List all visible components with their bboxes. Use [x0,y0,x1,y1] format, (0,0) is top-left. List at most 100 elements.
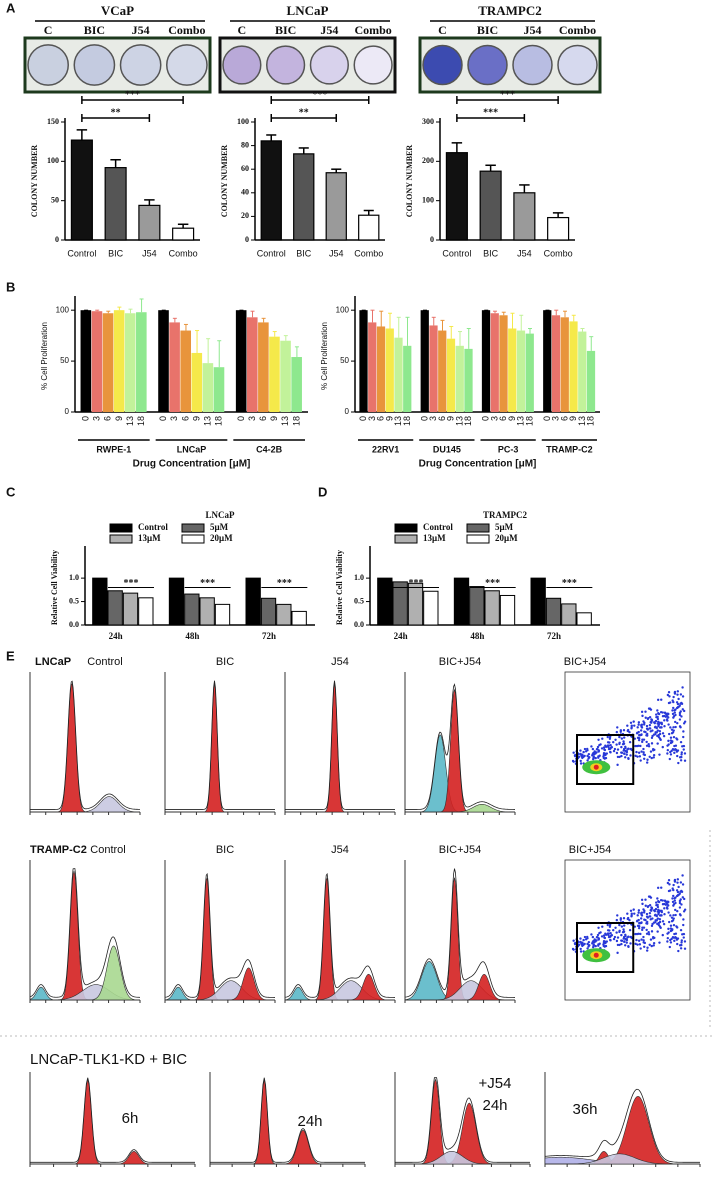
scatter-dot [638,737,641,740]
x-tick-label: 0 [481,416,491,421]
scatter-dot [595,936,599,939]
y-tick-label: 80 [241,140,249,149]
scatter-dot [681,933,684,936]
scatter-dot [677,697,680,701]
scatter-dot [678,899,682,903]
scatter-dot [678,944,682,947]
bar [376,326,386,412]
scatter-dot [597,926,600,929]
scatter-dot [580,755,584,758]
scatter-dot [597,750,600,753]
scatter-dot [672,735,676,739]
scatter-dot [658,753,661,756]
scatter-dot [679,928,683,932]
x-tick-label: Combo [544,248,573,258]
scatter-dot [650,930,654,933]
panel-title: BIC+J54 [564,656,607,668]
scatter-dot [671,709,674,712]
bar [168,577,185,626]
scatter-dot [613,747,617,751]
well-label: C [438,23,447,37]
x-tick-label: 18 [463,416,473,426]
scatter-dot [676,890,680,894]
scatter-dot [635,744,639,748]
scatter-dot [667,920,671,924]
scatter-dot [659,738,662,742]
scatter-dot [655,731,658,734]
scatter-dot [572,760,575,763]
scatter-dot [636,726,639,729]
scatter-dot [648,707,652,710]
scatter-dot [672,726,675,729]
x-tick-label: 0 [419,416,429,421]
scatter-dot [656,903,659,907]
bar [104,167,127,241]
scatter-dot [665,718,669,721]
scatter-dot [647,717,650,720]
scatter-dot [641,928,644,932]
scatter-dot [658,729,662,733]
x-tick-label: 13 [203,416,213,426]
x-tick-label: Control [67,248,96,258]
hist-peak [30,1151,195,1165]
scatter-dot [648,915,651,918]
bar [80,310,92,412]
scatter-dot [601,925,604,928]
well [557,44,598,86]
scatter-dot [648,903,652,907]
gate [576,734,635,785]
x-tick-label: 3 [247,416,257,421]
row-label: LNCaP-TLK1-KD + BIC [30,1051,187,1068]
y-tick-label: 0 [430,235,434,244]
bar [280,340,291,412]
bar [70,139,93,241]
scatter-dot [592,756,595,760]
scatter-dot [603,752,607,755]
scatter-dot [668,945,672,949]
x-tick-label: J54 [517,248,532,258]
scatter-dot [655,713,658,716]
scatter-dot [671,887,674,890]
bar [445,152,468,241]
sig-label: *** [409,578,424,589]
bar [122,592,139,626]
scatter-dot [615,751,619,755]
scatter-dot [616,726,619,729]
scatter-dot [618,930,621,934]
hist-outline [285,680,395,810]
hist-peak [545,1153,700,1165]
scatter-dot [660,721,663,725]
scatter-dot [645,932,649,936]
bar [490,313,499,412]
scatter-dot [644,730,647,734]
scatter-dot [669,726,672,729]
scatter-dot [640,723,643,727]
legend-label: Control [138,522,168,532]
well-label: BIC [275,23,296,37]
scatter-dot [672,914,675,917]
scatter-dot [649,750,653,753]
scatter-dot [672,706,675,710]
scatter-dot [658,726,662,729]
sig-label: *** [483,107,498,118]
y-tick-label: 0 [55,235,59,244]
sig-label: ** [299,107,309,118]
scatter-dot [657,722,660,725]
x-tick-label: Combo [169,248,198,258]
panel-label: E [6,648,15,663]
bar [547,216,570,241]
bar [158,310,169,412]
panel-title: +J54 [479,1075,512,1092]
scatter-dot [665,906,669,909]
scatter-dot [672,894,675,898]
scatter-dot [636,755,639,758]
scatter-dot [656,717,660,721]
scatter-dot [650,742,654,745]
scatter-dot [656,897,659,900]
scatter-dot [616,763,619,767]
bar [138,597,154,626]
y-tick-label: 1.0 [69,573,79,582]
scatter-dot [586,754,589,758]
scatter-dot [639,932,642,936]
scatter-dot [667,690,671,694]
